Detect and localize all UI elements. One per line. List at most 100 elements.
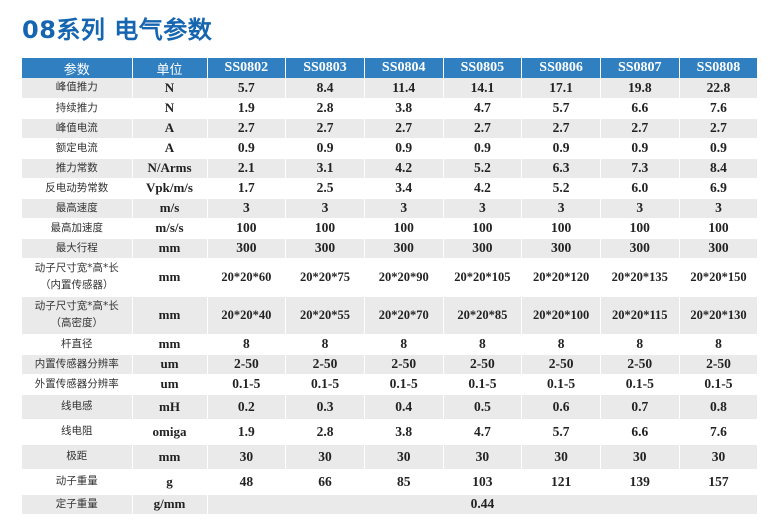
value-cell: 3.4 <box>364 178 444 199</box>
value-cell: 19.8 <box>600 78 680 99</box>
unit-cell: um <box>132 374 208 395</box>
value-cell: 8.4 <box>285 78 365 99</box>
value-cell: 0.7 <box>600 394 680 420</box>
value-cell: 48 <box>207 469 287 495</box>
value-cell: 11.4 <box>364 78 444 99</box>
value-cell: 100 <box>443 218 523 239</box>
value-cell: 2.1 <box>207 158 287 179</box>
value-cell: 6.6 <box>600 98 680 119</box>
merged-value-cell: 0.44 <box>207 494 759 515</box>
value-cell: 8 <box>600 334 680 355</box>
value-cell: 300 <box>679 238 759 259</box>
param-cell: 推力常数 <box>22 158 133 179</box>
value-cell: 1.9 <box>207 419 287 445</box>
value-cell: 4.2 <box>443 178 523 199</box>
value-cell: 0.1-5 <box>443 374 523 395</box>
param-cell: 定子重量 <box>22 494 133 515</box>
value-cell: 100 <box>207 218 287 239</box>
value-cell: 0.8 <box>679 394 759 420</box>
header-model: SS0807 <box>600 58 680 78</box>
param-cell: 杆直径 <box>22 334 133 355</box>
table-row: 动子重量 g 48 66 85 103 121 139 157 <box>22 469 759 495</box>
value-cell: 2.5 <box>285 178 365 199</box>
value-cell: 100 <box>600 218 680 239</box>
param-cell: 最高加速度 <box>22 218 133 239</box>
value-cell: 8 <box>521 334 601 355</box>
page-title: 08系列 电气参数 <box>22 16 213 44</box>
value-cell: 4.7 <box>443 98 523 119</box>
value-cell: 100 <box>679 218 759 239</box>
value-cell: 2-50 <box>443 354 523 375</box>
value-cell: 8 <box>679 334 759 355</box>
value-cell: 3 <box>443 198 523 219</box>
header-row: 参数 单位 SS0802 SS0803 SS0804 SS0805 SS0806… <box>22 58 759 78</box>
value-cell: 22.8 <box>679 78 759 99</box>
value-cell: 30 <box>207 444 287 470</box>
value-cell: 0.9 <box>443 138 523 159</box>
value-cell: 6.6 <box>600 419 680 445</box>
value-cell: 30 <box>679 444 759 470</box>
table-row: 峰值推力 N 5.7 8.4 11.4 14.1 17.1 19.8 22.8 <box>22 78 759 99</box>
value-cell: 300 <box>521 238 601 259</box>
value-cell: 0.9 <box>364 138 444 159</box>
value-cell: 2-50 <box>679 354 759 375</box>
value-cell: 30 <box>285 444 365 470</box>
value-cell: 2.7 <box>364 118 444 139</box>
value-cell: 0.9 <box>521 138 601 159</box>
header-model: SS0804 <box>364 58 444 78</box>
value-cell: 2.7 <box>600 118 680 139</box>
param-cell: 动子重量 <box>22 469 133 495</box>
value-cell: 3 <box>521 198 601 219</box>
table-row: 最高加速度 m/s/s 100 100 100 100 100 100 100 <box>22 218 759 239</box>
value-cell: 2-50 <box>207 354 287 375</box>
table-row: 动子尺寸宽*高*长 （高密度） mm 20*20*40 20*20*55 20*20*70… <box>22 296 759 335</box>
table-row: 线电感 mH 0.2 0.3 0.4 0.5 0.6 0.7 0.8 <box>22 394 759 420</box>
param-cell: 最大行程 <box>22 238 133 259</box>
value-cell: 8 <box>364 334 444 355</box>
header-unit: 单位 <box>132 58 208 78</box>
value-cell: 0.1-5 <box>521 374 601 395</box>
value-cell: 300 <box>443 238 523 259</box>
param-cell: 内置传感器分辨率 <box>22 354 133 375</box>
value-cell: 20*20*100 <box>521 296 601 335</box>
value-cell: 3 <box>679 198 759 219</box>
value-cell: 3 <box>364 198 444 219</box>
unit-cell: A <box>132 138 208 159</box>
value-cell: 103 <box>443 469 523 495</box>
value-cell: 2.8 <box>285 98 365 119</box>
table-row: 峰值电流 A 2.7 2.7 2.7 2.7 2.7 2.7 2.7 <box>22 118 759 139</box>
header-model: SS0806 <box>521 58 601 78</box>
value-cell: 2.7 <box>285 118 365 139</box>
value-cell: 6.0 <box>600 178 680 199</box>
value-cell: 17.1 <box>521 78 601 99</box>
value-cell: 0.4 <box>364 394 444 420</box>
value-cell: 0.1-5 <box>285 374 365 395</box>
value-cell: 300 <box>285 238 365 259</box>
value-cell: 2.7 <box>443 118 523 139</box>
value-cell: 2.7 <box>679 118 759 139</box>
value-cell: 1.9 <box>207 98 287 119</box>
unit-cell: N <box>132 78 208 99</box>
table-row: 定子重量 g/mm 0.44 <box>22 494 759 515</box>
electrical-parameters-table: 参数 单位 SS0802 SS0803 SS0804 SS0805 SS0806… <box>22 58 759 515</box>
value-cell: 1.7 <box>207 178 287 199</box>
unit-cell: mH <box>132 394 208 420</box>
value-cell: 20*20*135 <box>600 258 680 297</box>
header-model: SS0805 <box>443 58 523 78</box>
value-cell: 3 <box>285 198 365 219</box>
value-cell: 20*20*150 <box>679 258 759 297</box>
value-cell: 0.3 <box>285 394 365 420</box>
header-model: SS0802 <box>207 58 287 78</box>
table-row: 最大行程 mm 300 300 300 300 300 300 300 <box>22 238 759 259</box>
value-cell: 157 <box>679 469 759 495</box>
value-cell: 3 <box>207 198 287 219</box>
value-cell: 20*20*75 <box>285 258 365 297</box>
header-param: 参数 <box>22 58 133 78</box>
unit-cell: um <box>132 354 208 375</box>
value-cell: 30 <box>521 444 601 470</box>
param-cell: 线电阻 <box>22 419 133 445</box>
unit-cell: omiga <box>132 419 208 445</box>
value-cell: 8 <box>443 334 523 355</box>
value-cell: 7.6 <box>679 419 759 445</box>
value-cell: 30 <box>443 444 523 470</box>
